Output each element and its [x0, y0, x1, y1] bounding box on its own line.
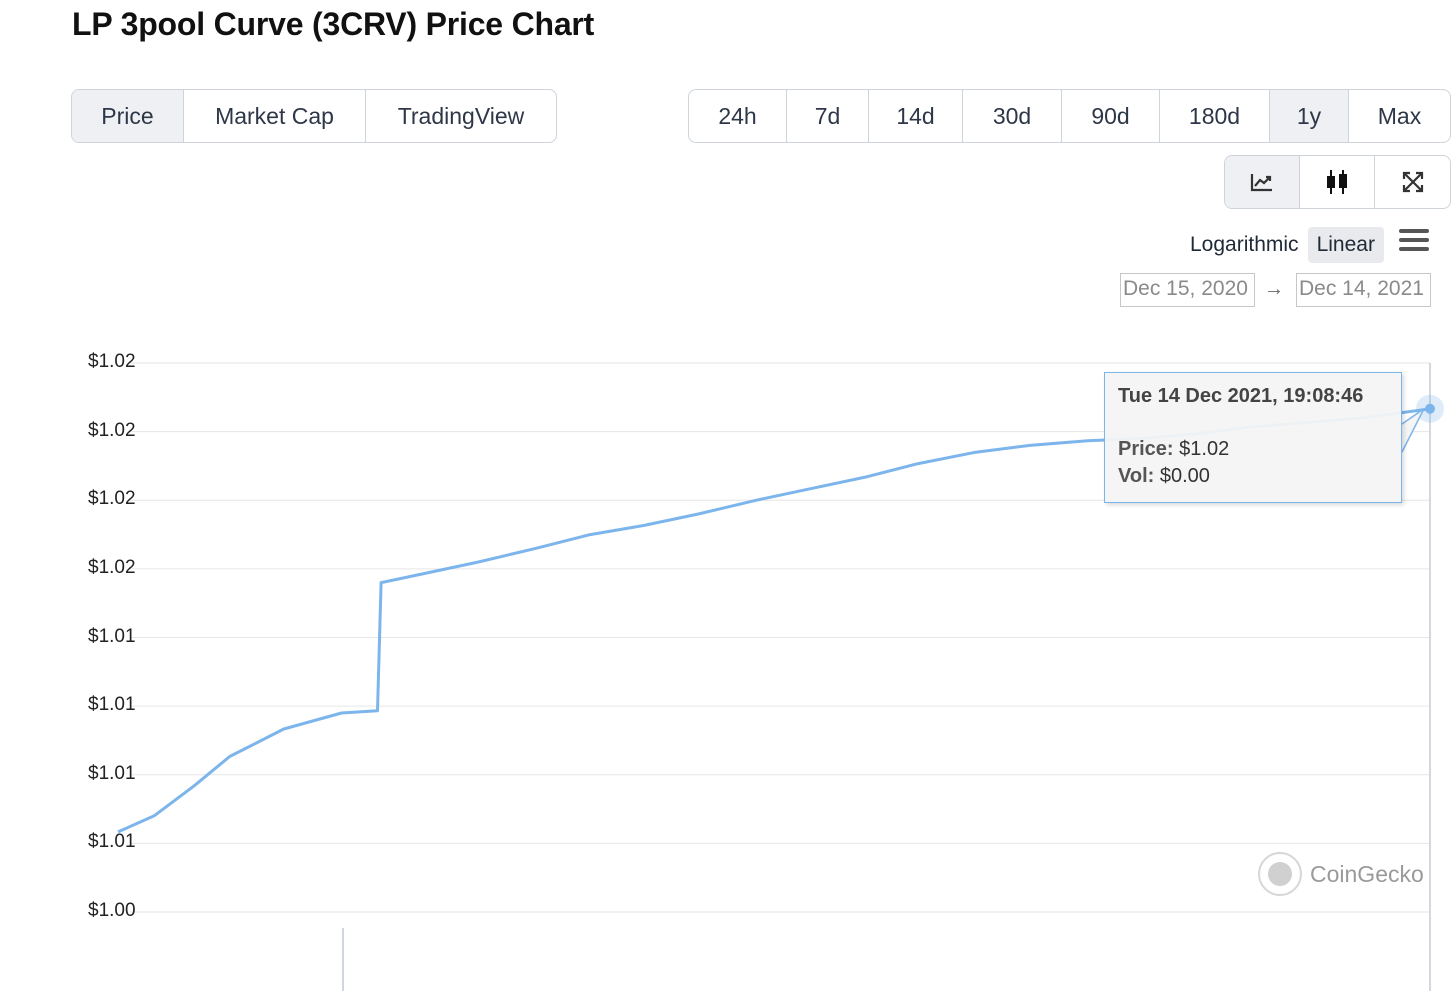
chart-menu-icon[interactable]	[1399, 229, 1429, 255]
range-7d-button[interactable]: 7d	[787, 90, 869, 142]
range-24h-button[interactable]: 24h	[689, 90, 787, 142]
range-90d-button[interactable]: 90d	[1062, 90, 1160, 142]
tab-market-cap[interactable]: Market Cap	[184, 90, 366, 142]
tooltip-price-label: Price:	[1118, 438, 1174, 460]
y-tick-label: $1.01	[88, 625, 136, 647]
price-tooltip: Tue 14 Dec 2021, 19:08:46 Price: $1.02 V…	[1104, 372, 1402, 503]
chart-type-tabs	[1224, 155, 1451, 209]
y-tick-label: $1.02	[88, 419, 136, 441]
line-chart-button[interactable]	[1225, 156, 1300, 208]
range-max-button[interactable]: Max	[1377, 102, 1422, 129]
tooltip-vol-label: Vol:	[1118, 465, 1155, 487]
range-14d-button[interactable]: 14d	[869, 90, 963, 142]
fullscreen-button[interactable]	[1375, 156, 1450, 208]
range-30d-button[interactable]: 30d	[963, 90, 1062, 142]
linear-option[interactable]: Linear	[1307, 227, 1384, 263]
page-title: LP 3pool Curve (3CRV) Price Chart	[72, 6, 595, 42]
y-tick-label: $1.01	[88, 762, 136, 784]
line-chart-icon	[1250, 174, 1272, 192]
y-tick-label: $1.02	[88, 351, 136, 372]
range-1y-button[interactable]: 1y	[1270, 90, 1349, 142]
tooltip-pointer	[1401, 408, 1425, 453]
range-180d-button[interactable]: 180d	[1160, 90, 1270, 142]
time-range-tabs: 24h 7d 14d 30d 90d 180d 1y Max	[688, 89, 1451, 143]
fullscreen-icon	[1402, 171, 1423, 193]
brand-name: CoinGecko	[1310, 860, 1424, 887]
y-tick-label: $1.00	[88, 900, 136, 921]
y-tick-label: $1.01	[88, 694, 136, 716]
candlestick-button[interactable]	[1300, 156, 1375, 208]
y-tick-label: $1.02	[88, 488, 136, 510]
scale-toggle: Logarithmic Linear	[1181, 225, 1384, 265]
y-tick-label: $1.01	[88, 831, 136, 853]
y-tick-label: $1.02	[88, 556, 136, 578]
coingecko-watermark: CoinGecko	[1258, 852, 1424, 896]
gecko-logo-icon	[1258, 852, 1302, 896]
date-to-input[interactable]: Dec 14, 2021	[1296, 273, 1431, 307]
arrow-right-icon: →	[1264, 278, 1284, 300]
tooltip-date: Tue 14 Dec 2021, 19:08:46	[1118, 385, 1364, 407]
candlestick-icon	[1327, 170, 1347, 194]
tab-price[interactable]: Price	[72, 90, 184, 142]
tooltip-price-value: $1.02	[1179, 438, 1230, 460]
hover-marker	[1425, 403, 1435, 414]
tab-tradingview[interactable]: TradingView	[397, 102, 525, 129]
date-from-input[interactable]: Dec 15, 2020	[1120, 273, 1255, 307]
tooltip-vol-value: $0.00	[1159, 465, 1210, 487]
logarithmic-option[interactable]: Logarithmic	[1190, 233, 1299, 256]
view-tabs: Price Market Cap TradingView	[71, 89, 557, 143]
